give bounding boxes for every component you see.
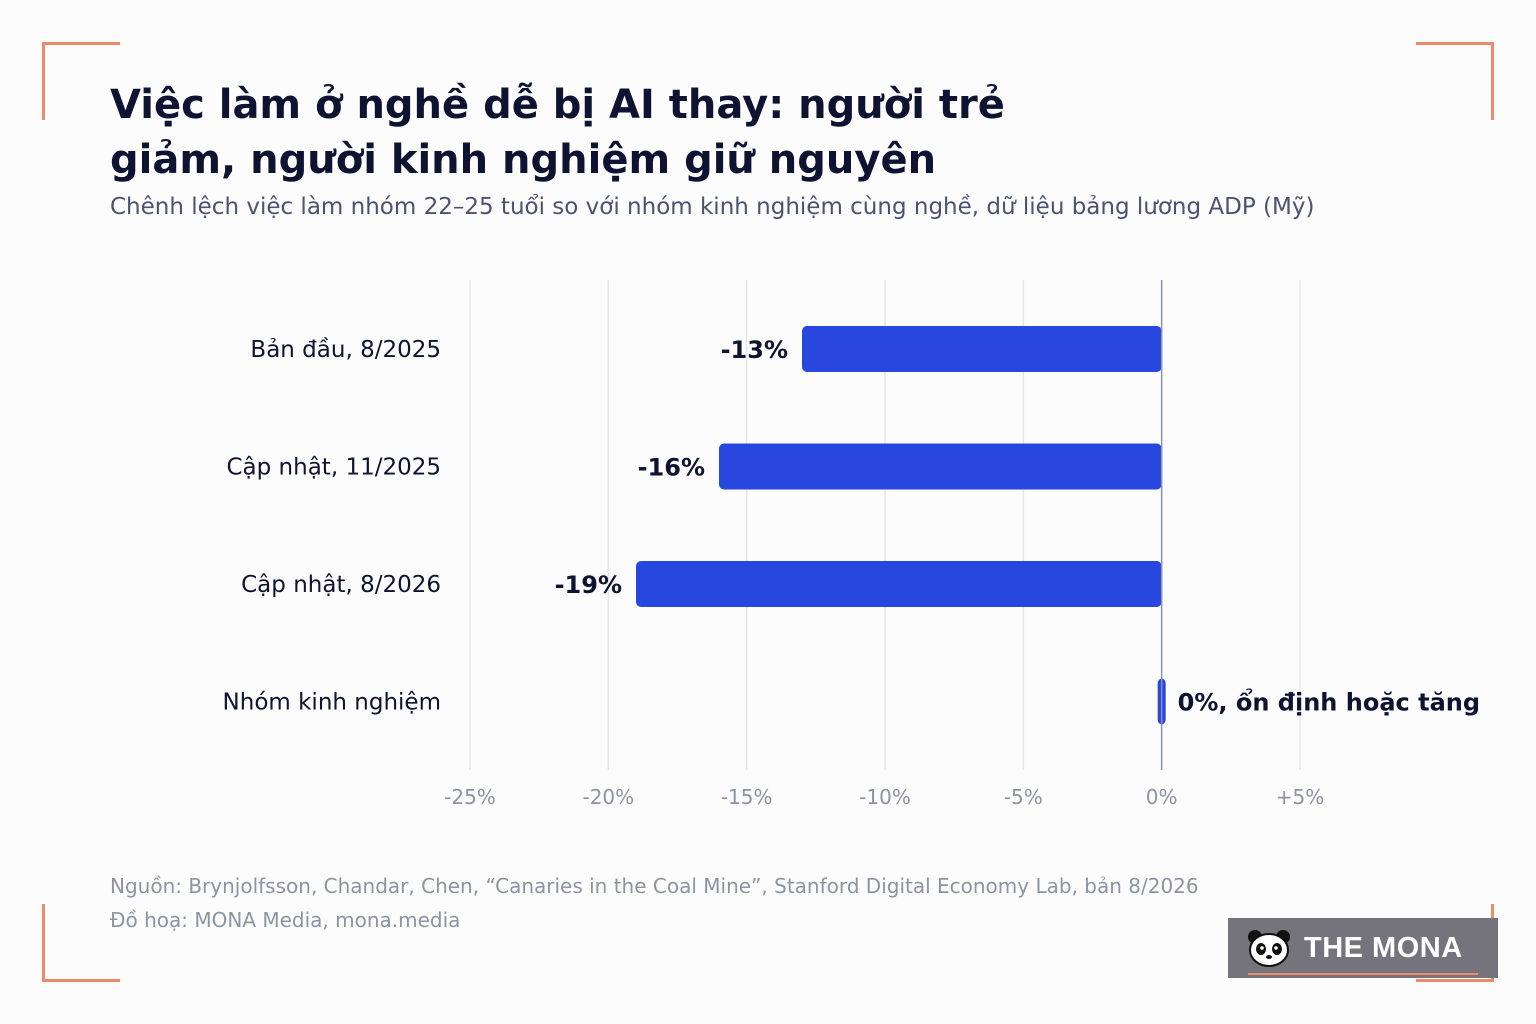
x-tick-label: 0% bbox=[1146, 785, 1178, 809]
chart-subtitle: Chênh lệch việc làm nhóm 22–25 tuổi so v… bbox=[110, 194, 1315, 220]
corner-top-left bbox=[42, 42, 120, 120]
category-label: Nhóm kinh nghiệm bbox=[223, 690, 441, 716]
corner-top-right bbox=[1416, 42, 1494, 120]
category-label: Cập nhật, 11/2025 bbox=[226, 455, 441, 481]
category-label: Cập nhật, 8/2026 bbox=[241, 572, 441, 598]
bar bbox=[636, 561, 1162, 607]
panda-icon bbox=[1248, 930, 1290, 967]
corner-bottom-left bbox=[42, 904, 120, 982]
x-tick-label: +5% bbox=[1276, 785, 1325, 809]
credit-note: Đồ hoạ: MONA Media, mona.media bbox=[110, 908, 461, 932]
data-label: 0%, ổn định hoặc tăng bbox=[1178, 687, 1480, 717]
bar bbox=[802, 326, 1162, 372]
brand-name: THE MONA bbox=[1304, 931, 1463, 964]
data-label: -16% bbox=[638, 454, 705, 482]
brand-badge[interactable]: THE MONA bbox=[1228, 918, 1498, 978]
x-tick-label: -20% bbox=[582, 785, 634, 809]
brand-underline bbox=[1248, 973, 1478, 975]
chart-title: Việc làm ở nghề dễ bị AI thay: người trẻ… bbox=[110, 82, 1005, 183]
data-label: -13% bbox=[721, 336, 788, 364]
x-tick-label: -25% bbox=[444, 785, 496, 809]
bar bbox=[719, 443, 1162, 490]
x-tick-label: -5% bbox=[1004, 785, 1043, 809]
data-label: -19% bbox=[555, 571, 622, 599]
source-note: Nguồn: Brynjolfsson, Chandar, Chen, “Can… bbox=[110, 874, 1199, 898]
x-tick-label: -15% bbox=[721, 785, 773, 809]
x-tick-label: -10% bbox=[859, 785, 911, 809]
category-label: Bản đầu, 8/2025 bbox=[250, 337, 441, 363]
